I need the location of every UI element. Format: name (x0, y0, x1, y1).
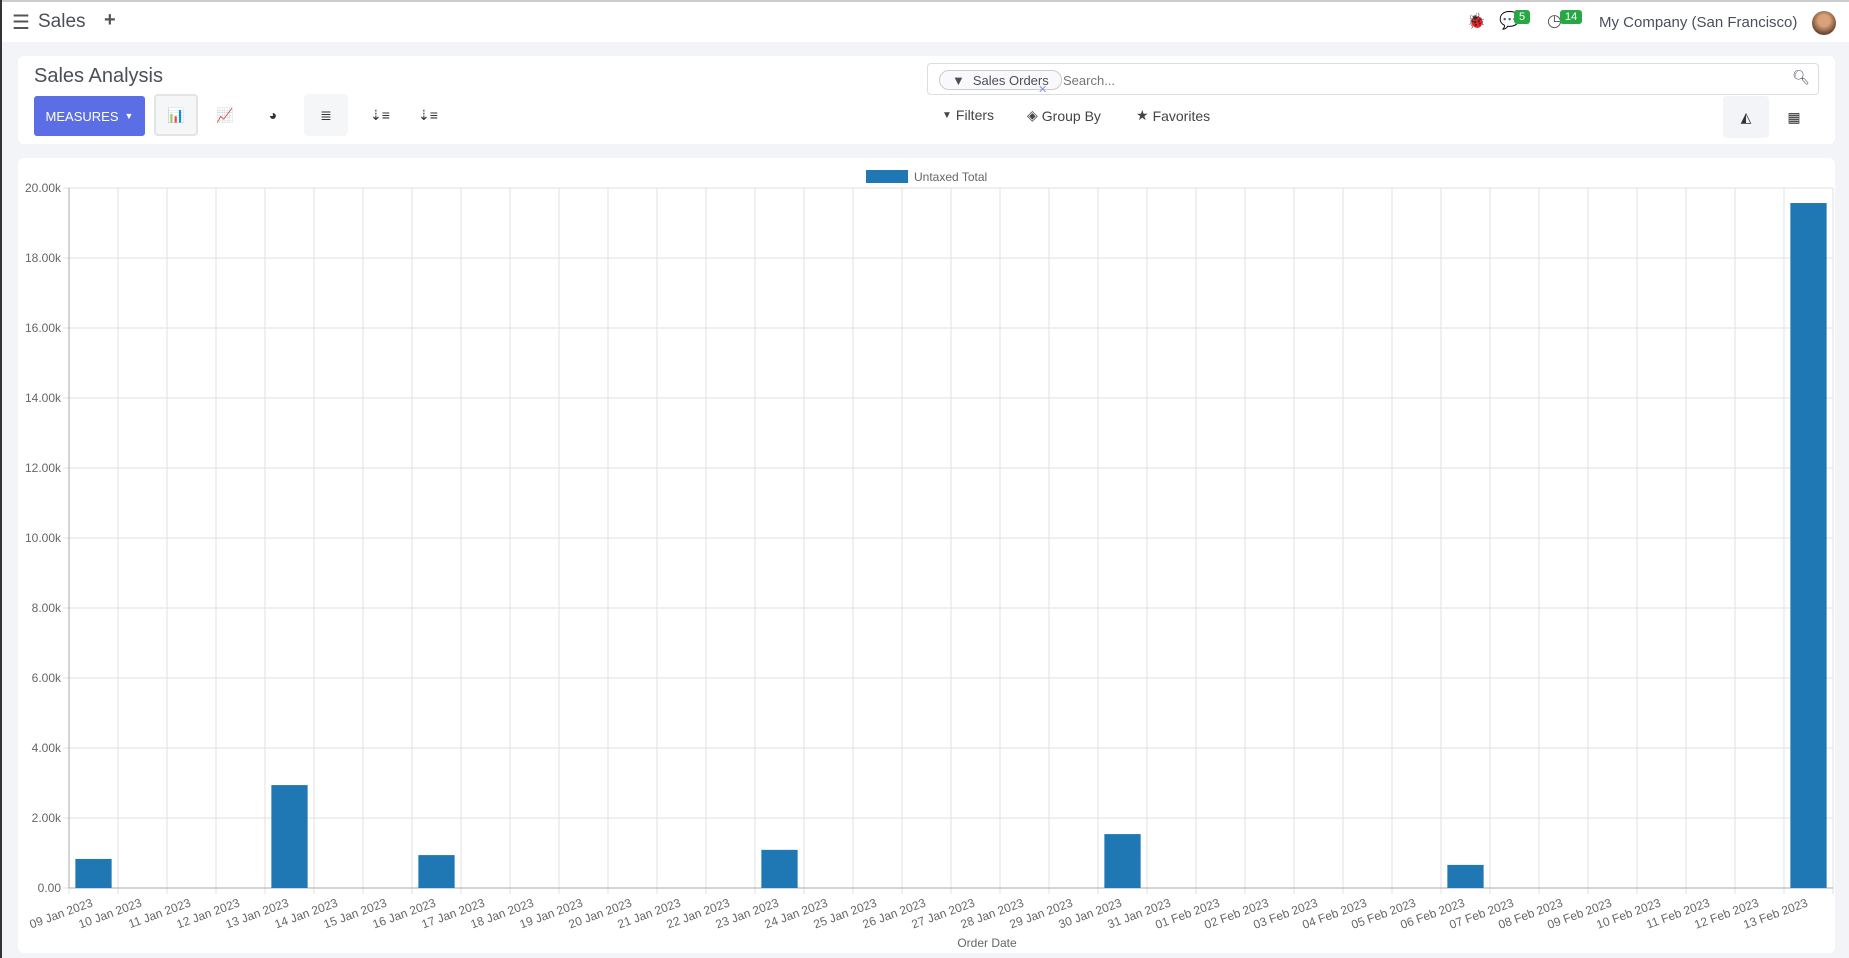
bar (418, 855, 455, 888)
search-facet[interactable]: ▼ Sales Orders (939, 70, 1062, 90)
stacked-button[interactable]: ≣ (304, 94, 348, 136)
layers-icon: ◈ (1027, 107, 1038, 123)
facet-label: Sales Orders (972, 72, 1049, 88)
chart-card: 0.00 2.00k 4.00k 6.00k 8.00k 10.00k 12.00k 14.0… (18, 158, 1835, 953)
y-tick-label: 6.00k (32, 671, 62, 685)
bar-chart-button[interactable]: 📊 (154, 94, 198, 136)
bar (75, 858, 112, 888)
y-tick-label: 20.00k (25, 181, 62, 195)
pivot-view-button[interactable]: ▦ (1772, 96, 1816, 138)
search-input[interactable] (1063, 70, 1763, 90)
filter-icon: ▼ (952, 72, 965, 88)
control-panel: Sales Analysis MEASURES ▼ 📊 📈 ◕ ≣ ⇣≡ ⇣≡ ▼… (18, 56, 1835, 144)
caret-down-icon: ▼ (124, 111, 134, 121)
menu-icon[interactable]: ☰ (12, 12, 30, 34)
star-icon: ★ (1136, 107, 1149, 123)
line-chart-icon: 📈 (216, 106, 234, 123)
activities-badge: 14 (1560, 10, 1583, 24)
measures-label: MEASURES (45, 108, 119, 124)
y-tick-label: 10.00k (25, 531, 62, 545)
y-tick-label: 12.00k (25, 461, 62, 475)
plus-icon[interactable]: + (104, 9, 116, 31)
bar (761, 849, 798, 888)
clock-icon[interactable]: ◷ (1547, 11, 1562, 30)
database-icon: ≣ (320, 106, 332, 123)
table-icon: ▦ (1787, 108, 1801, 125)
y-tick-label: 8.00k (32, 601, 62, 615)
app-title[interactable]: Sales (38, 11, 86, 32)
y-tick-label: 0.00 (38, 881, 62, 895)
groupby-dropdown[interactable]: ◈ Group By (1027, 107, 1101, 124)
sort-descending-button[interactable]: ⇣≡ (358, 94, 402, 136)
graph-view-button[interactable]: ◭ (1723, 96, 1769, 138)
y-tick-label: 4.00k (32, 741, 62, 755)
bar-chart-icon: 📊 (167, 106, 185, 123)
filters-label: Filters (955, 107, 995, 123)
avatar[interactable] (1812, 11, 1836, 35)
bug-icon[interactable]: 🐞 (1467, 13, 1486, 30)
remove-facet-icon[interactable]: ✕ (1038, 84, 1048, 96)
bar (1790, 203, 1827, 889)
measures-button[interactable]: MEASURES ▼ (34, 96, 145, 136)
legend-label: Untaxed Total (914, 170, 987, 184)
y-tick-label: 2.00k (32, 811, 62, 825)
bar (1104, 834, 1141, 888)
bar-chart: 0.00 2.00k 4.00k 6.00k 8.00k 10.00k 12.00k 14.0… (25, 170, 1834, 950)
pie-chart-button[interactable]: ◕ (251, 94, 295, 136)
bar (1447, 864, 1484, 888)
legend-swatch (866, 170, 908, 183)
sort-ascending-icon: ⇣≡ (418, 106, 438, 123)
search-icon[interactable]: 🔍︎ (1792, 69, 1810, 85)
messages-badge: 5 (1514, 10, 1531, 24)
filters-dropdown[interactable]: ▼ Filters (942, 107, 994, 123)
groupby-label: Group By (1041, 107, 1101, 124)
line-chart-button[interactable]: 📈 (203, 94, 247, 136)
x-axis-title: Order Date (957, 936, 1017, 950)
top-navbar: ☰ Sales + 🐞 💬 5 ◷ 14 My Company (San Fra… (2, 0, 1849, 42)
search-bar[interactable]: ▼ Sales Orders ✕ 🔍︎ (927, 63, 1819, 96)
sort-ascending-button[interactable]: ⇣≡ (406, 94, 450, 136)
bar (271, 785, 308, 888)
pie-chart-icon: ◕ (268, 107, 278, 123)
page-title: Sales Analysis (34, 65, 163, 87)
y-tick-label: 16.00k (25, 321, 62, 335)
area-chart-icon: ◭ (1740, 108, 1752, 125)
y-tick-label: 14.00k (25, 391, 62, 405)
sort-descending-icon: ⇣≡ (370, 106, 390, 123)
favorites-label: Favorites (1152, 107, 1211, 124)
company-switcher[interactable]: My Company (San Francisco) (1599, 14, 1798, 31)
filter-icon: ▼ (942, 109, 952, 121)
y-tick-label: 18.00k (25, 251, 62, 265)
favorites-dropdown[interactable]: ★ Favorites (1136, 107, 1210, 124)
